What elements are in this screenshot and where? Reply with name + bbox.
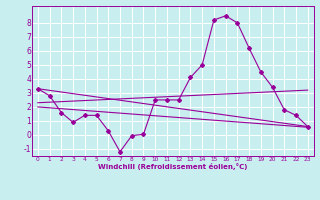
- X-axis label: Windchill (Refroidissement éolien,°C): Windchill (Refroidissement éolien,°C): [98, 163, 247, 170]
